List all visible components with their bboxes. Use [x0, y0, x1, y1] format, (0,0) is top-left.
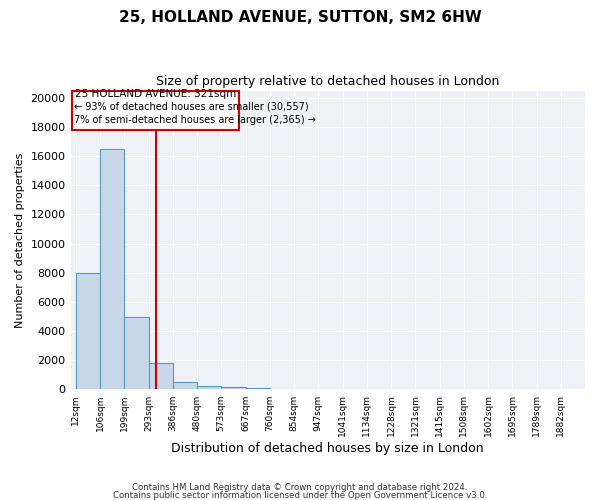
Bar [197, 386, 221, 390]
Bar [270, 388, 294, 390]
Title: Size of property relative to detached houses in London: Size of property relative to detached ho… [156, 75, 499, 88]
Bar [343, 389, 367, 390]
Bar [149, 363, 173, 390]
Bar [319, 389, 343, 390]
Text: Contains HM Land Registry data © Crown copyright and database right 2024.: Contains HM Land Registry data © Crown c… [132, 484, 468, 492]
Bar [294, 388, 319, 390]
Bar [72, 90, 239, 130]
Bar [124, 316, 149, 390]
Bar [221, 388, 245, 390]
Bar [100, 149, 124, 390]
Text: ← 93% of detached houses are smaller (30,557): ← 93% of detached houses are smaller (30… [74, 102, 309, 112]
Text: 7% of semi-detached houses are larger (2,365) →: 7% of semi-detached houses are larger (2… [74, 114, 316, 124]
Bar [173, 382, 197, 390]
Y-axis label: Number of detached properties: Number of detached properties [15, 152, 25, 328]
Text: 25, HOLLAND AVENUE, SUTTON, SM2 6HW: 25, HOLLAND AVENUE, SUTTON, SM2 6HW [119, 10, 481, 25]
X-axis label: Distribution of detached houses by size in London: Distribution of detached houses by size … [172, 442, 484, 455]
Text: Contains public sector information licensed under the Open Government Licence v3: Contains public sector information licen… [113, 490, 487, 500]
Text: 25 HOLLAND AVENUE: 321sqm: 25 HOLLAND AVENUE: 321sqm [74, 89, 236, 99]
Bar [76, 273, 100, 390]
Bar [245, 388, 270, 390]
